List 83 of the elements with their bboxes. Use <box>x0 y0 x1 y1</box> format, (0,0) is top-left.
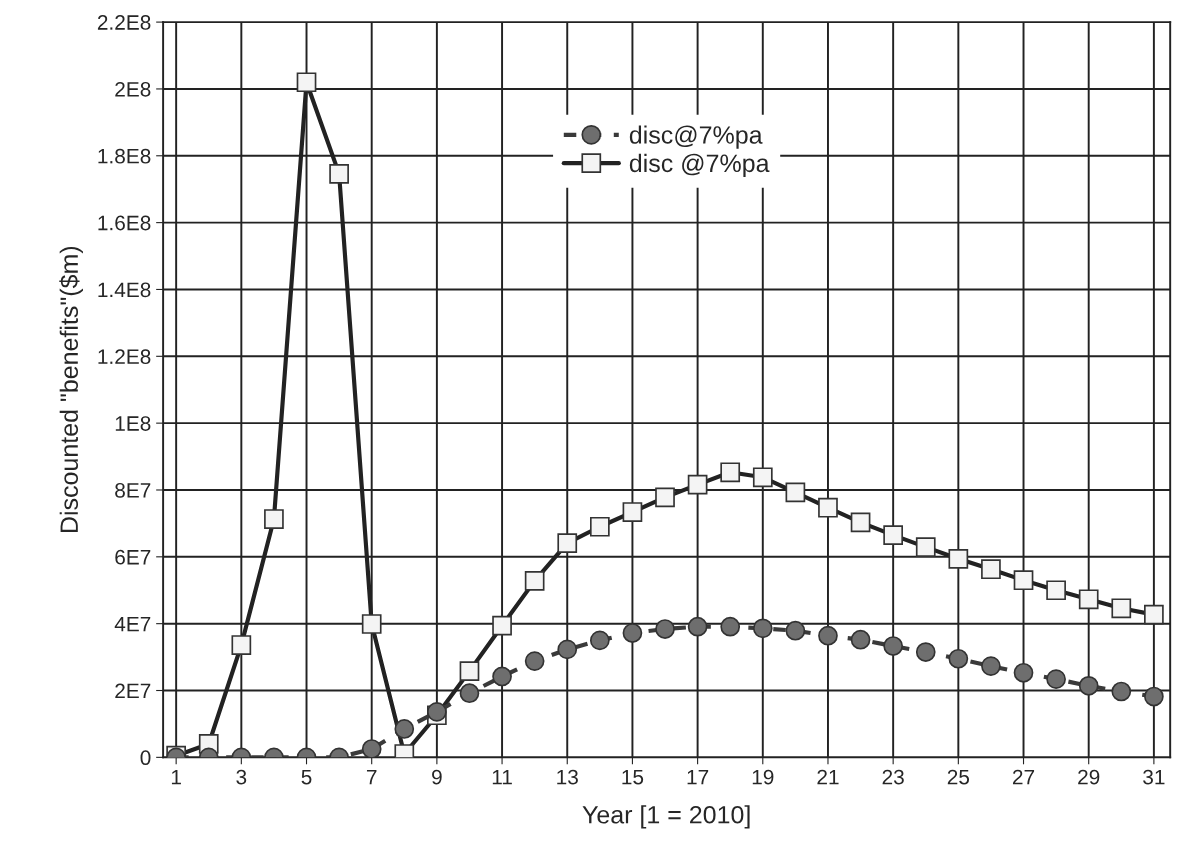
point <box>524 651 545 671</box>
point <box>1013 662 1034 683</box>
point <box>752 467 773 488</box>
y-tick-label: 2E8 <box>115 81 151 97</box>
point <box>622 623 643 643</box>
point <box>915 642 936 662</box>
x-tick-label: 15 <box>622 769 644 785</box>
point <box>1111 681 1132 702</box>
point <box>557 639 578 660</box>
x-tick-label: 31 <box>1143 769 1165 785</box>
point <box>818 625 838 646</box>
point <box>492 666 512 687</box>
y-tick-label: 4E7 <box>114 616 151 632</box>
point <box>459 683 480 704</box>
x-tick-label: 7 <box>366 769 377 785</box>
x-tick-label: 3 <box>236 769 247 785</box>
y-tick-label: 6E7 <box>115 549 151 565</box>
point <box>785 620 806 641</box>
point <box>655 487 675 508</box>
x-tick-label: 23 <box>882 769 904 785</box>
point <box>231 635 252 655</box>
point <box>981 559 1001 580</box>
point <box>687 616 708 637</box>
point <box>720 616 741 637</box>
x-tick-label: 17 <box>687 769 709 785</box>
point <box>1078 589 1099 610</box>
point <box>687 474 708 495</box>
x-tick-label: 5 <box>301 769 312 785</box>
x-axis-title: Year [1 = 2010] <box>582 805 750 829</box>
point <box>655 619 675 639</box>
point <box>492 615 512 636</box>
y-tick-label: 2.2E8 <box>97 15 151 30</box>
x-tick-label: 1 <box>171 769 181 785</box>
x-tick-label: 19 <box>752 769 774 785</box>
point <box>850 629 871 650</box>
point <box>329 163 349 184</box>
y-tick-label: 1E8 <box>115 416 151 431</box>
point <box>915 537 936 557</box>
point <box>361 614 382 634</box>
point <box>1046 669 1066 690</box>
point <box>981 656 1001 676</box>
point <box>720 462 741 483</box>
x-tick-label: 29 <box>1078 769 1100 785</box>
point <box>394 719 415 739</box>
legend-label: disc @7%pa <box>629 153 770 178</box>
point <box>1144 604 1164 625</box>
point <box>752 618 773 639</box>
y-tick-label: 1.6E8 <box>98 215 151 231</box>
point <box>948 648 969 669</box>
y-tick-label: 1.8E8 <box>98 148 151 164</box>
x-tick-label: 21 <box>817 769 839 785</box>
point <box>1046 580 1066 601</box>
y-axis-title: Discounted "benefits"($m) <box>59 246 83 533</box>
x-tick-label: 11 <box>492 769 512 785</box>
x-tick-label: 25 <box>947 769 970 785</box>
y-tick-label: 0 <box>140 750 151 766</box>
point <box>557 533 578 553</box>
x-tick-label: 27 <box>1012 769 1035 785</box>
point <box>589 630 610 651</box>
point <box>850 512 871 533</box>
point <box>524 571 545 591</box>
point <box>1078 675 1099 696</box>
y-tick-label: 1.2E8 <box>98 349 151 365</box>
point <box>785 482 806 503</box>
x-tick-label: 13 <box>557 769 578 785</box>
point <box>459 661 480 681</box>
point <box>1111 598 1132 619</box>
y-tick-label: 1.4E8 <box>98 282 151 298</box>
point <box>948 548 969 569</box>
point <box>361 739 382 758</box>
point <box>589 516 610 537</box>
x-tick-label: 9 <box>432 769 442 785</box>
point <box>883 525 904 545</box>
legend-label: disc@7%pa <box>629 125 763 149</box>
y-tick-label: 2E7 <box>115 683 151 699</box>
point <box>296 72 317 93</box>
point <box>1144 686 1164 707</box>
point <box>622 502 643 522</box>
y-tick-label: 8E7 <box>115 482 151 498</box>
point <box>1013 570 1034 591</box>
point <box>818 497 838 518</box>
point <box>264 509 284 529</box>
point <box>883 636 904 656</box>
